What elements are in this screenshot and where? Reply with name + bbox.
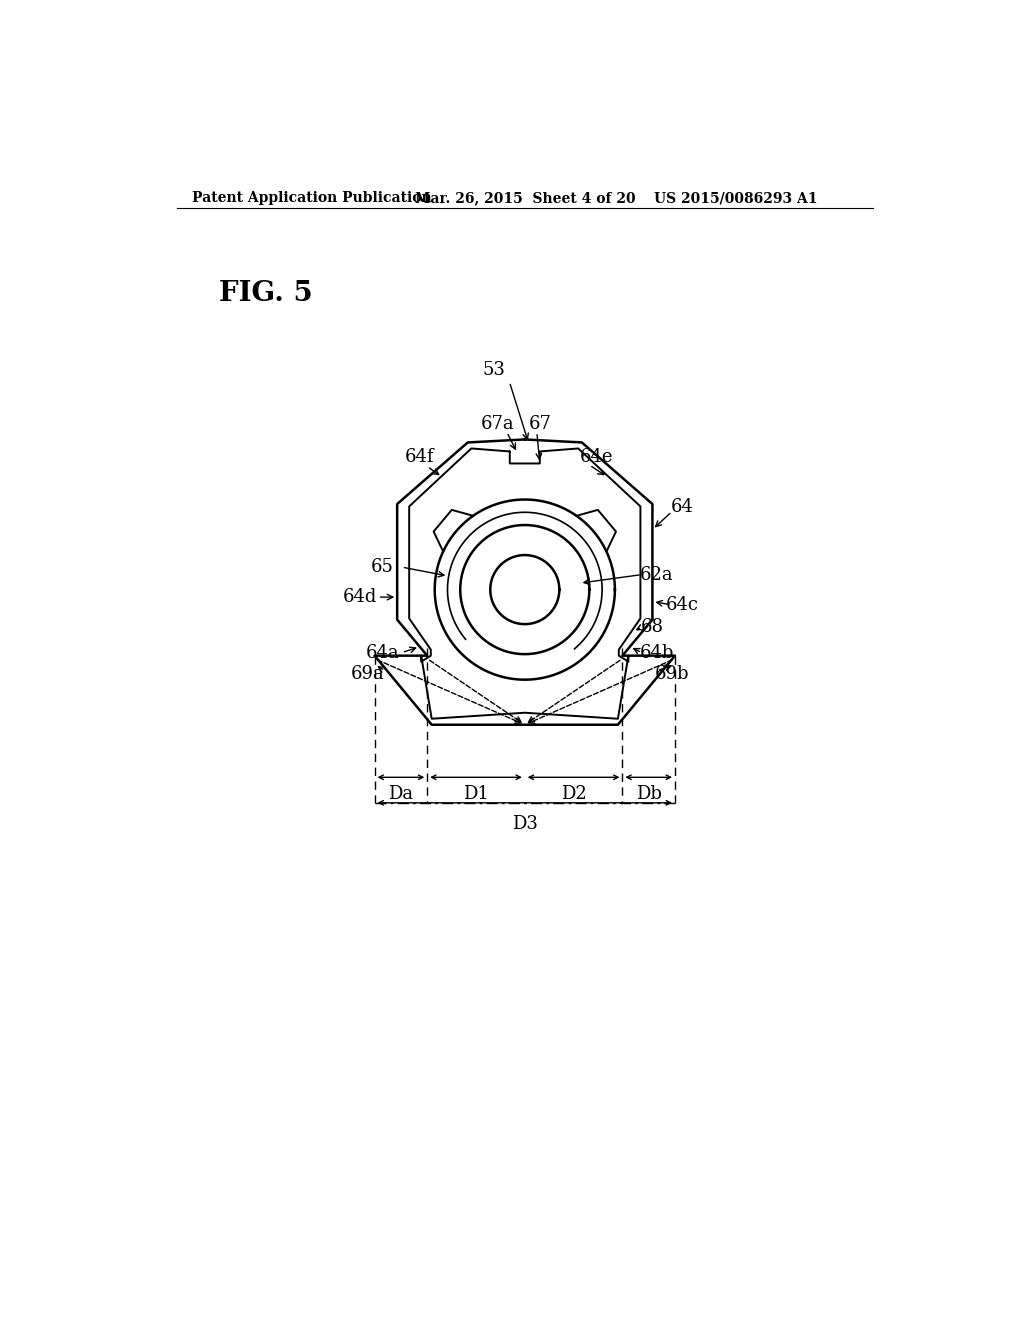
Text: FIG. 5: FIG. 5 [219, 280, 313, 306]
Text: 67a: 67a [481, 416, 515, 433]
Text: 69b: 69b [654, 665, 689, 682]
Text: 69a: 69a [350, 665, 384, 682]
Text: D1: D1 [463, 785, 488, 804]
Text: US 2015/0086293 A1: US 2015/0086293 A1 [654, 191, 817, 206]
Text: Db: Db [636, 785, 662, 804]
Text: 64b: 64b [640, 644, 674, 661]
Text: 53: 53 [482, 362, 506, 379]
Text: Patent Application Publication: Patent Application Publication [193, 191, 432, 206]
Text: 64: 64 [671, 498, 694, 516]
Text: 68: 68 [641, 618, 664, 636]
Text: 64d: 64d [342, 589, 377, 606]
Text: D2: D2 [561, 785, 587, 804]
Text: Mar. 26, 2015  Sheet 4 of 20: Mar. 26, 2015 Sheet 4 of 20 [416, 191, 636, 206]
Text: Da: Da [388, 785, 414, 804]
Text: D3: D3 [512, 816, 538, 833]
Text: 65: 65 [371, 558, 393, 576]
Text: 64f: 64f [404, 449, 434, 466]
Text: 67: 67 [528, 416, 551, 433]
Text: 64c: 64c [666, 595, 699, 614]
Text: 64a: 64a [366, 644, 399, 661]
Text: 62a: 62a [640, 565, 674, 583]
Text: 64e: 64e [581, 449, 613, 466]
